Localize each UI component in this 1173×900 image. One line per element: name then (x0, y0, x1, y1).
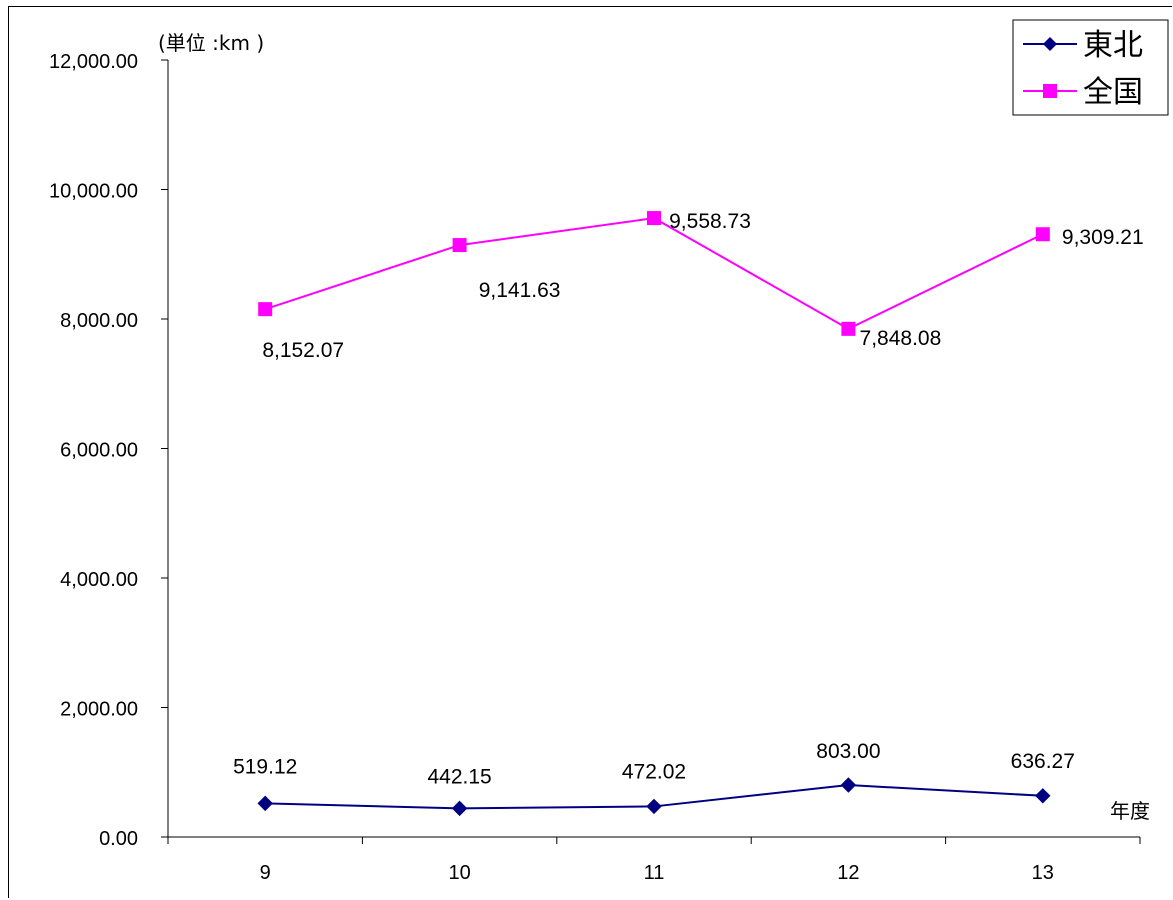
data-label: 636.27 (1011, 750, 1075, 773)
x-tick-label: 13 (1032, 862, 1054, 884)
legend-marker-square (1043, 84, 1057, 98)
data-point-diamond (1035, 788, 1051, 804)
y-tick-label: 4,000.00 (60, 569, 138, 591)
data-label: 7,848.08 (860, 327, 942, 350)
y-tick-label: 12,000.00 (49, 51, 138, 73)
data-label: 442.15 (427, 765, 491, 788)
data-label: 519.12 (233, 755, 297, 778)
x-tick-label: 10 (448, 862, 470, 884)
legend-label: 全国 (1083, 75, 1143, 110)
x-tick-label: 11 (644, 862, 665, 884)
data-point-square (258, 302, 273, 317)
data-label: 803.00 (816, 740, 880, 763)
unit-label: (単位 :km ) (158, 31, 264, 55)
data-label: 9,558.73 (669, 210, 751, 233)
data-point-diamond (646, 798, 662, 815)
x-tick-label: 12 (837, 862, 859, 884)
x-axis-title: 年度 (1110, 799, 1150, 823)
data-point-square (452, 238, 467, 253)
data-label: 472.02 (622, 760, 686, 783)
data-label: 9,309.21 (1062, 226, 1144, 249)
data-point-diamond (840, 777, 857, 793)
data-point-square (1035, 227, 1050, 242)
data-point-square (647, 211, 661, 226)
data-label: 9,141.63 (479, 279, 561, 302)
y-tick-label: 0.00 (99, 828, 138, 850)
chart-frame (8, 6, 1172, 898)
data-label: 8,152.07 (262, 339, 344, 362)
data-point-square (841, 321, 856, 336)
y-tick-label: 8,000.00 (60, 310, 138, 332)
data-point-diamond (257, 795, 273, 812)
y-tick-label: 6,000.00 (60, 440, 138, 462)
x-tick-label: 9 (260, 862, 271, 884)
series-line-1 (264, 217, 1044, 330)
y-tick-label: 10,000.00 (49, 181, 138, 203)
legend-label: 東北 (1083, 28, 1143, 63)
legend-marker-diamond (1043, 37, 1057, 51)
y-tick-label: 2,000.00 (60, 699, 138, 721)
data-point-diamond (451, 800, 468, 817)
legend-box (1012, 19, 1169, 116)
